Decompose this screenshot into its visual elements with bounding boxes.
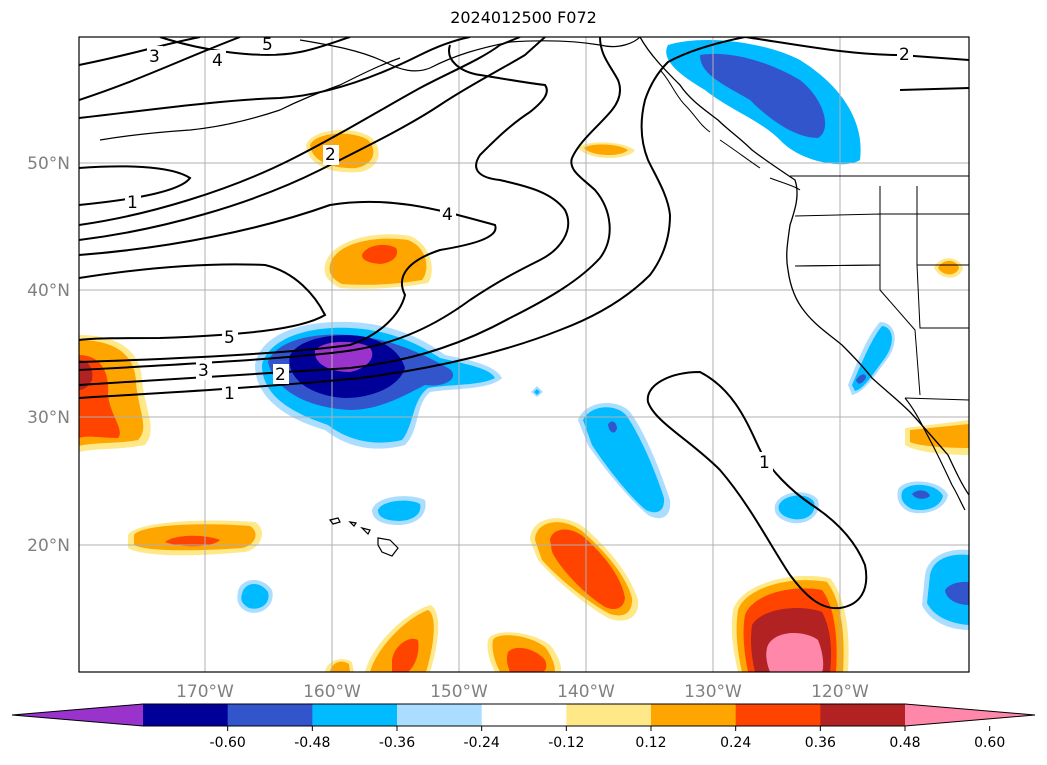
shade-se-blue-core [945,581,969,605]
map-frame [78,36,970,673]
shade-bot-c3 [506,647,547,672]
bc-islands [659,69,801,191]
lat-label: 40°N [27,281,70,301]
contour-2-long [79,37,621,386]
shade-bot-a3 [392,638,419,672]
shade-west-core [79,360,93,390]
colorbar: -0.60 -0.48 -0.36 -0.24 -0.12 0.12 0.24 0.36 0.4… [11,703,1036,751]
shade-bc-mid [700,53,826,138]
colorbar-tick-label: -0.48 [294,735,330,751]
contour-label: 5 [262,35,273,55]
colorbar-extend-low [12,704,143,726]
colorbar-swatch [481,704,567,726]
colorbar-outline [11,703,1036,727]
shade-ca-blue-core [856,374,866,384]
colorbar-tick-label: -0.36 [379,735,415,751]
colorbar-swatch [312,704,398,726]
contour-1-west [79,165,192,206]
shade-hi-blue [378,500,421,521]
contour-4-top [79,37,241,101]
contour-3-west [79,37,546,241]
lon-label: 120°W [811,682,869,702]
contour-3-top [79,37,201,66]
shade-baja-blue-core [912,490,930,499]
contour-label: 5 [224,328,235,348]
hawaii-islands [328,517,399,557]
contour-label: 1 [759,453,770,473]
colorbar-swatch [227,704,313,726]
contour-label: 3 [198,361,209,381]
contour-label-group: 3 4 5 1 2 4 5 3 2 1 1 2 [125,35,913,473]
contour-2-ne [744,37,969,61]
colorbar-tick-label: -0.60 [210,735,246,751]
contour-label: 1 [224,384,235,404]
shade-blue-diag [583,407,665,513]
contour-label: 1 [127,193,138,213]
lon-label: 150°W [430,682,488,702]
shade-bot-b2 [330,661,350,672]
shade-red-b [362,244,398,264]
shade-tiny-blue2 [534,389,540,395]
shade-bot-a2 [370,610,434,672]
colorbar-tick-label: 0.36 [805,735,836,751]
contour-label: 2 [275,365,286,385]
shade-diag-red [550,529,625,610]
colorbar-tick-label: -0.24 [464,735,500,751]
baja-coast [904,397,966,511]
state-border-5 [794,264,921,396]
contour-3-long [79,44,570,371]
colorbar-tick-label: 0.60 [974,735,1005,751]
colorbar-swatch [820,704,906,726]
graticule [79,37,969,672]
contour-label: 3 [149,47,160,67]
shade-blue-diag-core [608,421,617,433]
contour-1-long [79,37,746,399]
map-title: 2024012500 F072 [450,8,597,27]
contour-label: 4 [442,205,453,225]
colorbar-swatch [566,704,652,726]
state-border-4 [916,186,969,215]
colorbar-tick-label: 0.48 [889,735,920,751]
colorbar-swatch [651,704,737,726]
contour-label: 2 [899,45,910,65]
shade-orange-c2 [584,144,628,156]
colorbar-extend-high [905,704,1035,726]
contour-4-main [79,200,497,363]
contour-ne-2 [899,87,969,91]
lat-label: 20°N [27,536,70,556]
contour-5-top [159,37,351,56]
lon-label: 140°W [557,682,615,702]
contour-5-upper [79,37,471,119]
lon-label: 160°W [303,682,361,702]
colorbar-tick-label: -0.12 [548,735,584,751]
colorbar-swatch [397,704,483,726]
contour-label: 2 [325,145,336,165]
colorbar-swatch [735,704,821,726]
colorbar-tick-label: 0.24 [720,735,751,751]
mex-border [904,397,969,401]
na-coastline [639,37,969,496]
shade-orange-nv2 [938,260,959,275]
lat-label: 30°N [27,408,70,428]
coastlines [99,37,969,557]
lon-label: 170°W [176,682,234,702]
colorbar-swatch [143,704,229,726]
lon-label: 130°W [684,682,742,702]
shade-sw-blue [241,583,269,609]
lat-label: 50°N [27,154,70,174]
state-border-7 [916,264,969,329]
shade-sw-red [165,535,220,547]
contour-5-trough [79,263,327,341]
shade-bot-d5 [766,633,824,672]
colorbar-tick-label: 0.12 [635,735,666,751]
aleutians [99,57,401,141]
contour-label: 4 [212,51,223,71]
